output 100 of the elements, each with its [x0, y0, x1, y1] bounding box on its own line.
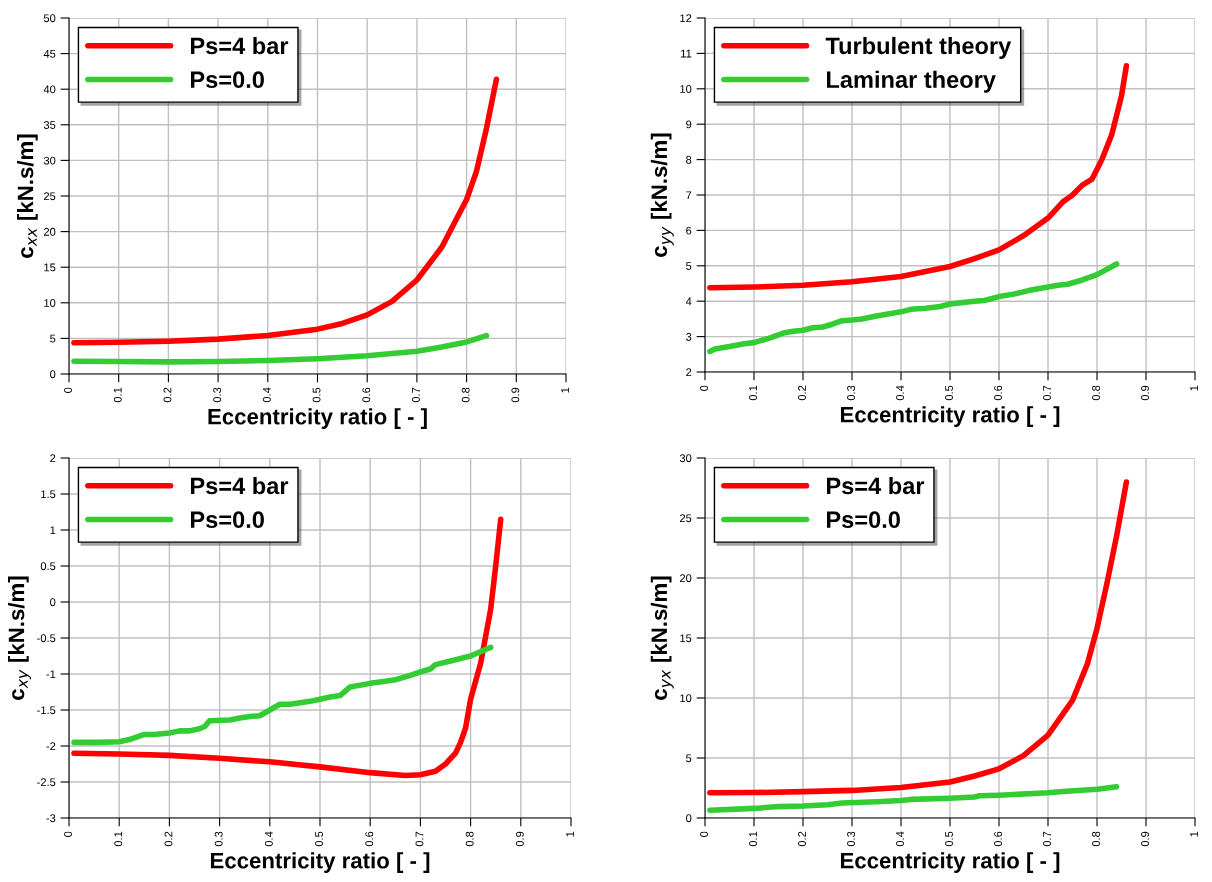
x-tick-label: 0.2	[164, 831, 173, 847]
legend-label: Ps=0.0	[191, 71, 264, 89]
x-tick-label: 0.5	[312, 387, 321, 403]
legend-label: Turbulent theory	[825, 36, 1012, 59]
x-tick-label: 0.8	[465, 831, 474, 847]
x-tick-label: 0.3	[847, 385, 855, 401]
y-tick-label: 20	[44, 227, 56, 236]
y-tick-label: 10	[44, 299, 56, 307]
y-tick-label: 5	[686, 262, 692, 270]
y-tick-label: 45	[43, 49, 56, 58]
x-tick-label: 0.2	[798, 831, 806, 847]
x-tick-label: 0.8	[1092, 831, 1100, 847]
y-tick-label: 9	[686, 120, 692, 129]
x-axis-title: Eccentricity ratio [ - ]	[840, 406, 1060, 427]
y-tick-label: 50	[43, 14, 56, 23]
y-tick-label: 12	[680, 14, 692, 23]
y-tick-label: 0	[50, 598, 56, 607]
y-tick-label: 40	[43, 85, 56, 94]
y-axis-title: c$_{yx}$ [kN.s/m]	[650, 576, 674, 700]
y-tick-label: 11	[681, 49, 692, 58]
legend-label: Ps=0.0	[191, 511, 264, 529]
x-axis-title: Eccentricity ratio [ - ]	[210, 852, 430, 873]
x-tick-label: 0	[700, 831, 708, 837]
y-tick-label: 1	[50, 526, 56, 535]
y-tick-label: -2	[46, 742, 56, 751]
y-axis-title: c$_{xy}$ [kN.s/m]	[7, 576, 31, 700]
x-axis-title: Eccentricity ratio [ - ]	[208, 408, 427, 429]
y-tick-label: -2.5	[37, 778, 56, 787]
x-tick-label: 1	[1190, 385, 1198, 391]
x-tick-label: 0.5	[315, 831, 323, 847]
x-tick-label: 0.6	[994, 385, 1002, 401]
y-tick-label: 8	[686, 155, 692, 164]
y-tick-label: 0.5	[40, 562, 56, 571]
x-tick-label: 0.4	[896, 831, 904, 847]
x-tick-label: 0.7	[415, 831, 424, 847]
x-tick-label: 0.9	[515, 831, 524, 847]
y-tick-label: 20	[680, 574, 692, 583]
x-tick-label: 0.1	[114, 831, 123, 847]
y-tick-label: -1.5	[37, 706, 56, 715]
x-tick-label: 0.6	[365, 831, 374, 847]
y-tick-label: 25	[680, 514, 692, 523]
y-tick-label: 30	[43, 156, 56, 165]
x-tick-label: 0.5	[945, 831, 953, 847]
y-tick-label: 15	[44, 263, 56, 272]
y-tick-label: 10	[680, 694, 692, 703]
y-axis-title: c$_{yy}$ [kN.s/m]	[650, 133, 674, 257]
y-tick-label: -1	[46, 670, 56, 679]
y-tick-label: 10	[680, 85, 692, 93]
y-tick-label: 0	[686, 814, 692, 823]
x-tick-label: 0	[700, 385, 708, 391]
x-tick-label: 0.6	[362, 387, 371, 403]
x-tick-label: 0.4	[262, 387, 271, 403]
y-tick-label: 15	[680, 634, 692, 643]
x-tick-label: 0	[64, 387, 72, 393]
y-tick-label: 35	[43, 121, 56, 129]
x-tick-label: 0.2	[798, 385, 806, 401]
legend-label: Ps=4 bar	[191, 36, 289, 55]
y-tick-label: 1.5	[41, 490, 56, 499]
x-tick-label: 0.5	[945, 385, 953, 401]
x-tick-label: 0.3	[213, 387, 222, 403]
legend-label: Ps=4 bar	[191, 476, 289, 495]
x-tick-label: 0.1	[113, 387, 122, 403]
y-tick-label: 5	[686, 754, 692, 763]
x-tick-label: 0.2	[163, 387, 172, 403]
x-tick-label: 0.9	[1141, 385, 1149, 401]
x-tick-label: 0	[64, 831, 72, 837]
x-tick-label: 1	[561, 387, 569, 393]
x-tick-label: 0.7	[1043, 831, 1051, 847]
y-tick-label: 25	[44, 192, 56, 201]
y-tick-label: 2	[50, 454, 56, 463]
y-tick-label: 3	[686, 332, 692, 341]
x-tick-label: 0.4	[896, 385, 904, 401]
x-tick-label: 1	[566, 831, 574, 837]
x-tick-label: 1	[1190, 831, 1198, 837]
y-tick-label: 7	[686, 191, 692, 200]
x-tick-label: 0.6	[994, 831, 1002, 847]
y-tick-label: 5	[50, 334, 56, 343]
legend-label: Ps=4 bar	[827, 476, 925, 495]
x-axis-title: Eccentricity ratio [ - ]	[840, 852, 1060, 873]
y-axis-title: c$_{xx}$ [kN.s/m]	[17, 134, 38, 258]
legend-label: Laminar theory	[827, 70, 996, 93]
y-tick-label: 0	[50, 370, 56, 379]
y-tick-label: 30	[679, 454, 692, 463]
y-tick-label: -0.5	[37, 634, 56, 643]
x-tick-label: 0.9	[511, 387, 520, 403]
x-tick-label: 0.7	[412, 387, 420, 403]
y-tick-label: -3	[46, 814, 56, 823]
x-tick-label: 0.4	[264, 831, 273, 847]
x-tick-label: 0.8	[461, 387, 470, 403]
y-tick-label: 4	[685, 297, 692, 306]
y-tick-label: 2	[686, 368, 692, 377]
x-tick-label: 0.1	[749, 385, 757, 401]
x-tick-label: 0.8	[1092, 385, 1100, 401]
x-tick-label: 0.3	[847, 831, 855, 847]
x-tick-label: 0.9	[1141, 831, 1149, 847]
x-tick-label: 0.3	[214, 831, 223, 847]
y-tick-label: 6	[686, 226, 692, 235]
x-tick-label: 0.7	[1043, 385, 1051, 401]
x-tick-label: 0.1	[749, 831, 757, 847]
legend-label: Ps=0.0	[827, 511, 900, 529]
